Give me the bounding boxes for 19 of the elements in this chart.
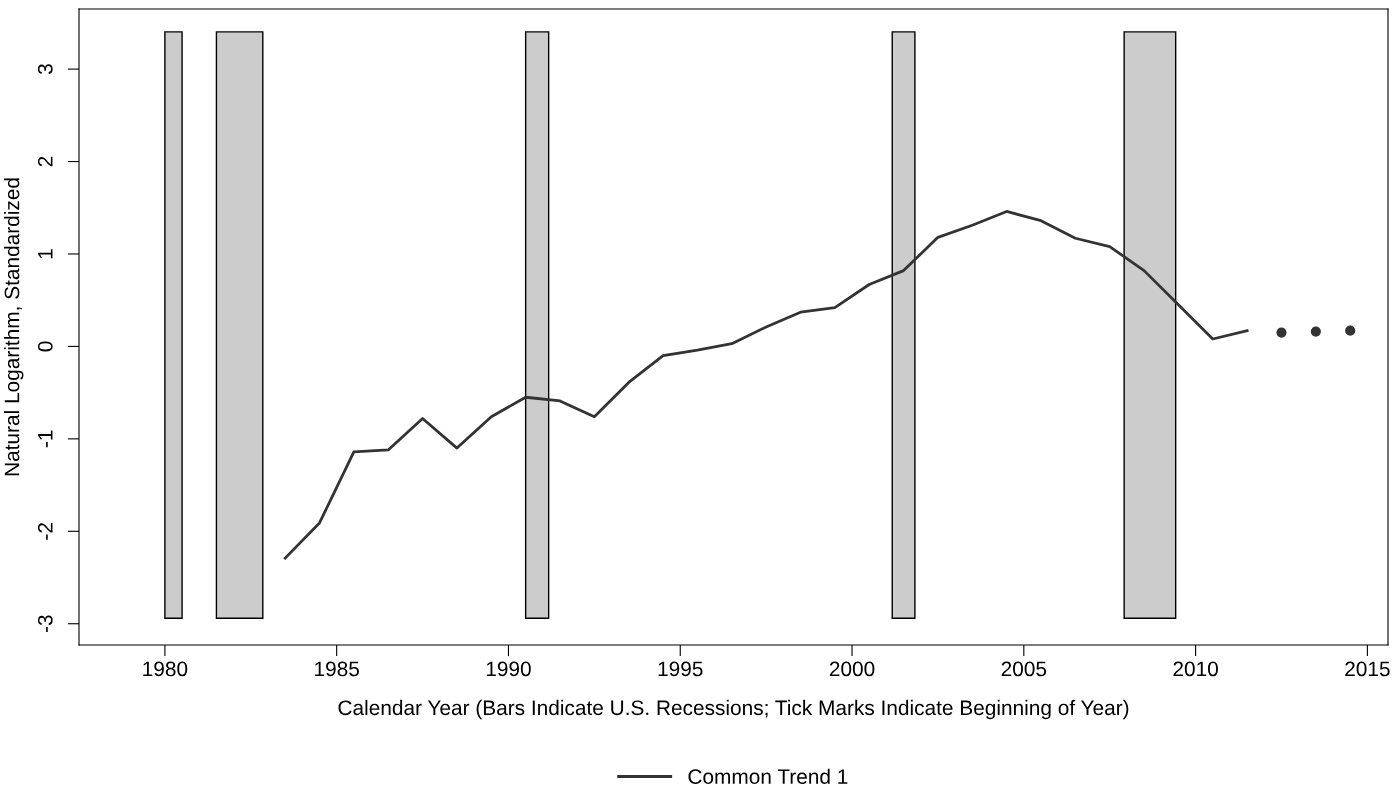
x-tick-label: 1985 bbox=[315, 661, 359, 677]
y-tick-label: 3 bbox=[37, 64, 53, 75]
y-tick-label: -3 bbox=[37, 615, 53, 633]
y-tick-label: 2 bbox=[37, 156, 53, 167]
x-tick-label: 2010 bbox=[1173, 661, 1218, 677]
x-tick-label: 2000 bbox=[829, 661, 875, 677]
x-tick-label: 2015 bbox=[1345, 661, 1390, 677]
x-tick-label: 1995 bbox=[658, 661, 703, 677]
x-axis-title: Calendar Year (Bars Indicate U.S. Recessions; Tick Marks Indicate Beginning of Year) bbox=[338, 699, 1129, 720]
x-tick-label: 2005 bbox=[1001, 661, 1047, 677]
legend-label: Common Trend 1 bbox=[688, 768, 848, 784]
line-series bbox=[283, 210, 1249, 560]
y-tick-label: 1 bbox=[38, 249, 53, 259]
y-axis-title: Natural Logarithm, Standardized bbox=[4, 178, 24, 476]
y-tick-label: -2 bbox=[37, 523, 53, 540]
y-tick-label: 0 bbox=[37, 341, 53, 352]
x-tick-label: 1980 bbox=[143, 661, 188, 677]
x-tick-label: 1990 bbox=[486, 661, 531, 677]
y-tick-label: -1 bbox=[38, 430, 53, 448]
